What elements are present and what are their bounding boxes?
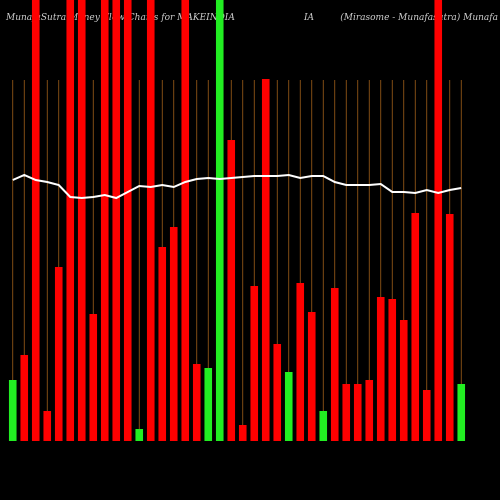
bar (169, 227, 178, 441)
bar (319, 411, 328, 441)
price-line (12, 173, 462, 200)
bar (411, 213, 420, 441)
bar (457, 384, 466, 441)
bar (77, 0, 86, 441)
bar (158, 247, 167, 441)
bar (307, 312, 316, 441)
bar (273, 344, 282, 441)
bar (100, 0, 109, 441)
bar (434, 0, 443, 441)
bar (181, 0, 190, 441)
bar (445, 214, 454, 441)
bar (238, 425, 247, 441)
chart-title: MunafaSutra Money Flow Charts for MAKEIN… (5, 13, 235, 23)
bar (296, 283, 305, 441)
bar (135, 429, 144, 441)
bar (365, 380, 374, 441)
bar (43, 411, 52, 441)
bar (388, 299, 397, 441)
bar (342, 384, 351, 441)
bar (146, 0, 155, 441)
bar (422, 390, 431, 441)
bar (250, 286, 259, 441)
bar (123, 0, 132, 441)
bar (8, 380, 17, 441)
bar (20, 355, 29, 441)
bar (399, 320, 408, 441)
bar (31, 0, 40, 441)
bar (204, 368, 213, 441)
bar (192, 364, 201, 441)
bar (227, 140, 236, 441)
bar (215, 0, 224, 441)
bar (54, 267, 63, 441)
bar (284, 372, 293, 441)
bar (330, 288, 339, 441)
bar (261, 79, 270, 441)
bar (353, 384, 362, 441)
bar (376, 297, 385, 441)
bar (89, 314, 98, 441)
credit: (Mirasome - Munafasutra) Munafa (340, 12, 498, 23)
chart-subtitle: IA (303, 13, 315, 23)
bar (66, 0, 75, 441)
bar (112, 0, 121, 441)
